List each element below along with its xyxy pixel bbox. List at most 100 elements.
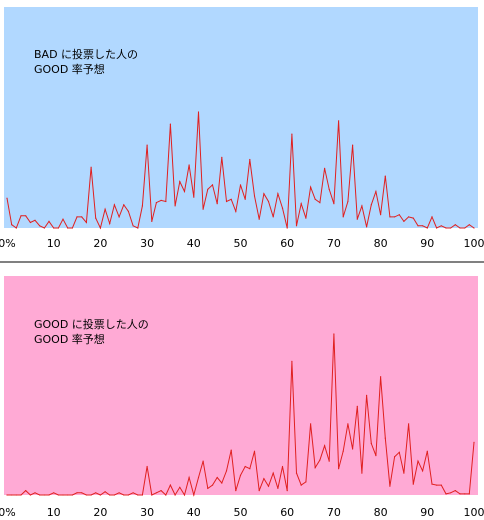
data-point xyxy=(127,494,129,496)
data-point xyxy=(90,494,92,496)
data-point xyxy=(342,450,344,452)
data-point xyxy=(57,494,60,496)
x-tick-label: 90 xyxy=(420,237,434,250)
data-point xyxy=(454,490,456,492)
data-point xyxy=(249,158,251,161)
data-point xyxy=(202,208,204,210)
data-point xyxy=(29,221,31,224)
data-point xyxy=(225,470,228,472)
data-point xyxy=(207,188,209,190)
data-point xyxy=(445,493,447,495)
data-point xyxy=(99,227,101,229)
data-point xyxy=(137,494,139,496)
data-point xyxy=(361,205,363,207)
data-point xyxy=(81,492,83,494)
data-point xyxy=(137,227,139,229)
data-point xyxy=(267,200,270,203)
data-point xyxy=(67,494,69,496)
data-point xyxy=(109,223,111,225)
data-point xyxy=(71,227,73,229)
data-point xyxy=(81,216,83,218)
data-point xyxy=(197,111,200,113)
data-point xyxy=(109,494,111,496)
data-point xyxy=(352,448,354,450)
data-point xyxy=(62,218,64,220)
x-tick-label: 40 xyxy=(187,237,201,250)
x-tick-label: 50 xyxy=(234,237,248,250)
data-point xyxy=(319,459,321,461)
data-point xyxy=(53,227,55,229)
x-tick-label: 100 xyxy=(464,237,484,250)
data-point xyxy=(207,487,209,489)
data-point xyxy=(440,225,442,227)
data-point xyxy=(473,441,475,443)
data-point xyxy=(216,203,218,205)
data-point xyxy=(15,494,17,496)
data-point xyxy=(431,216,433,218)
data-point xyxy=(258,490,260,492)
data-point xyxy=(193,196,195,198)
x-tick-label: 30 xyxy=(140,506,154,519)
data-point xyxy=(155,202,157,204)
data-point xyxy=(356,218,358,220)
x-tick-label: 20 xyxy=(93,506,107,519)
data-point xyxy=(230,449,232,451)
data-point xyxy=(454,224,456,226)
data-point xyxy=(366,394,368,396)
data-point xyxy=(249,468,251,470)
data-point xyxy=(422,225,424,227)
data-point xyxy=(300,484,302,486)
data-point xyxy=(11,494,13,496)
x-tick-label: 70 xyxy=(327,237,341,250)
data-point xyxy=(389,485,391,487)
data-point xyxy=(221,156,223,158)
data-point xyxy=(225,200,228,203)
data-point xyxy=(291,360,293,362)
data-point xyxy=(408,423,410,425)
data-point xyxy=(417,225,419,227)
data-point xyxy=(295,472,298,474)
data-point xyxy=(169,484,171,486)
data-point xyxy=(48,220,50,222)
data-point xyxy=(310,423,312,425)
data-point xyxy=(459,493,461,495)
x-tick-label: 100 xyxy=(464,506,484,519)
data-point xyxy=(244,465,246,468)
data-point xyxy=(6,197,8,199)
data-point xyxy=(281,207,284,209)
data-point xyxy=(310,186,312,188)
data-point xyxy=(375,455,377,457)
data-point xyxy=(445,227,447,229)
data-point xyxy=(384,175,386,177)
data-point xyxy=(258,218,260,220)
data-point xyxy=(179,181,181,183)
data-point xyxy=(473,227,475,229)
data-point xyxy=(15,227,17,229)
data-point xyxy=(239,184,242,186)
data-point xyxy=(216,476,218,479)
data-point xyxy=(29,494,31,496)
data-point xyxy=(67,227,69,229)
data-point xyxy=(104,491,106,493)
data-point xyxy=(169,123,171,125)
data-point xyxy=(11,224,13,226)
data-point xyxy=(408,216,410,218)
data-point xyxy=(132,492,134,494)
data-point xyxy=(183,494,186,496)
data-point xyxy=(235,210,237,212)
x-tick-label: 20 xyxy=(93,237,107,250)
data-point xyxy=(417,460,419,462)
data-point xyxy=(436,227,438,229)
data-point xyxy=(338,120,340,122)
data-point xyxy=(464,227,466,229)
data-point xyxy=(459,227,461,229)
plot-background xyxy=(4,7,478,228)
data-point xyxy=(160,199,162,201)
data-point xyxy=(253,450,256,452)
data-point xyxy=(347,200,349,203)
data-point xyxy=(141,494,143,496)
data-point xyxy=(286,227,288,229)
data-point xyxy=(43,227,46,229)
data-point xyxy=(394,456,396,458)
